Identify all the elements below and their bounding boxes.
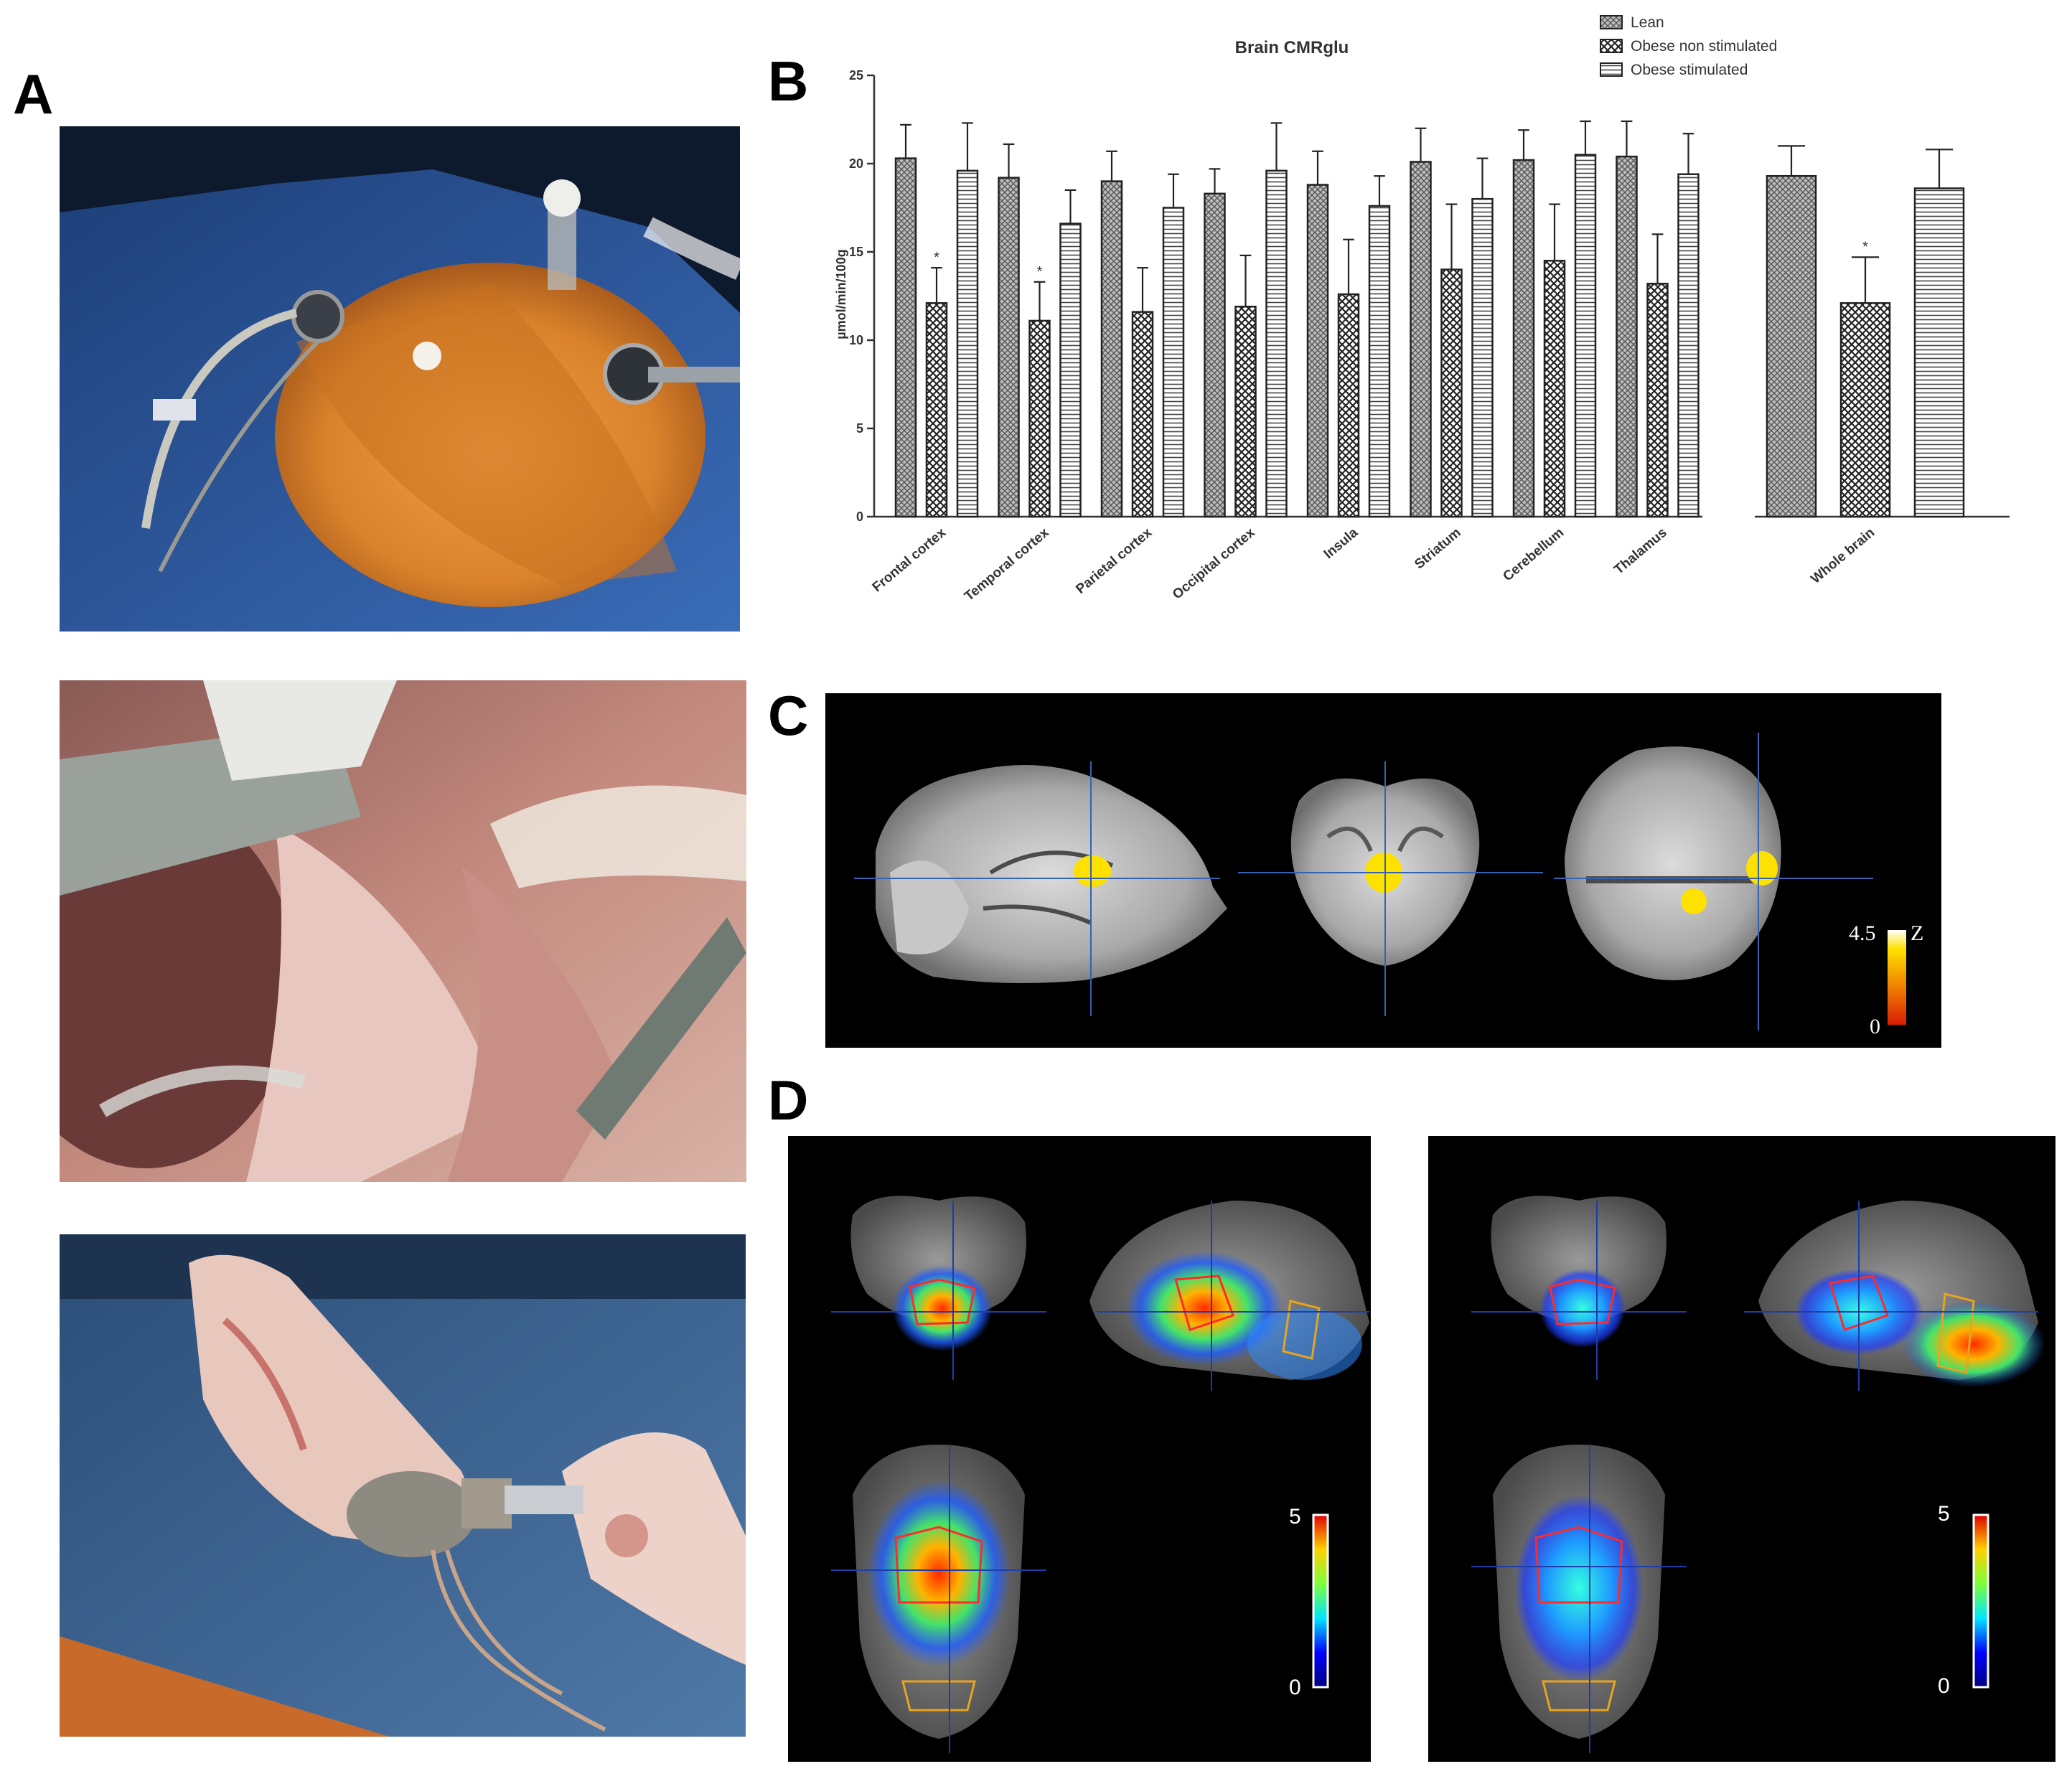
bar-obese-non-stimulated	[1543, 260, 1566, 518]
z-colorbar-max-label: 4.5	[1849, 921, 1876, 945]
bar-obese-non-stimulated	[1337, 293, 1360, 518]
panel-label-b: B	[768, 50, 809, 113]
significance-marker: *	[1037, 264, 1043, 280]
x-tick-label: Temporal cortex	[962, 525, 1052, 604]
bar-obese-stimulated	[1059, 222, 1082, 518]
legend-swatch	[1600, 39, 1623, 53]
x-axis-tick-labels: Frontal cortex Temporal cortex Parietal co…	[870, 525, 1878, 604]
chart-title: Brain CMRglu	[1235, 38, 1349, 57]
bar-lean	[998, 177, 1020, 518]
right-colorbar-min-label: 0	[1938, 1674, 1950, 1698]
significance-marker: *	[934, 250, 939, 266]
y-tick-label: 10	[849, 333, 863, 347]
right-colorbar-max-label: 5	[1938, 1502, 1950, 1526]
bar-obese-non-stimulated	[1234, 306, 1257, 518]
panel-label-d: D	[768, 1069, 809, 1132]
x-tick-label: Whole brain	[1808, 525, 1878, 587]
z-colorbar-min-label: 0	[1870, 1015, 1880, 1038]
x-tick-label: Striatum	[1412, 525, 1464, 573]
x-tick-label: Parietal cortex	[1073, 525, 1155, 597]
x-tick-label: Frontal cortex	[870, 525, 950, 595]
bar-obese-stimulated	[956, 169, 979, 518]
bar-obese-stimulated	[1368, 205, 1391, 518]
y-tick-label: 15	[849, 245, 863, 259]
panel-d-left-pet-overlay: 5 0	[788, 1136, 1371, 1762]
bar-obese-stimulated	[1265, 169, 1288, 518]
y-tick-label: 0	[856, 510, 863, 524]
bar-obese-stimulated	[1162, 207, 1185, 518]
panel-d-right-pet-overlay: 5 0	[1428, 1136, 2055, 1762]
bar-lean	[1616, 155, 1638, 518]
coronal-slice	[1238, 761, 1543, 1016]
chart-bars: * * *	[894, 120, 1965, 518]
chart-legend: Lean Obese non stimulated Obese stimulated	[1600, 14, 1777, 78]
bar-lean	[1204, 192, 1226, 518]
bar-obese-non-stimulated	[925, 302, 948, 518]
sagittal-slice	[854, 761, 1227, 1016]
bar-lean	[894, 157, 917, 518]
z-score-colorbar	[1888, 930, 1906, 1025]
suv-colorbar-right	[1972, 1513, 1989, 1689]
bar-obese-non-stimulated	[1440, 268, 1463, 518]
axial-slice	[1554, 733, 1873, 1031]
legend-label: Obese non stimulated	[1631, 38, 1777, 55]
y-tick-label: 20	[849, 156, 863, 171]
bar-lean	[1410, 161, 1432, 518]
bar-obese-stimulated	[1574, 154, 1597, 518]
legend-label: Lean	[1631, 14, 1664, 31]
x-tick-label: Thalamus	[1611, 525, 1669, 578]
bar-lean	[1512, 159, 1535, 518]
y-tick-label: 25	[849, 68, 863, 83]
bar-obese-non-stimulated	[1646, 283, 1669, 518]
bar-obese-stimulated	[1471, 197, 1494, 518]
legend-swatch	[1600, 15, 1623, 29]
bar-obese-stimulated	[1913, 187, 1965, 518]
legend-label: Obese stimulated	[1631, 62, 1748, 78]
surgery-photo-device-implant	[60, 1234, 746, 1737]
y-axis-label: µmol/min/100g	[834, 249, 848, 339]
x-tick-label: Cerebellum	[1500, 525, 1567, 585]
suv-colorbar-left	[1312, 1513, 1329, 1689]
legend-swatch	[1600, 62, 1623, 77]
panel-c-brain-activation: 4.5 Z 0	[825, 693, 1941, 1048]
cmrglu-bar-chart: Brain CMRglu µmol/min/100g Lean Obese non…	[834, 14, 2010, 604]
surgery-photo-abdominal-interior	[60, 680, 746, 1182]
x-tick-label: Occipital cortex	[1170, 525, 1258, 602]
bar-obese-non-stimulated	[1131, 311, 1154, 518]
left-colorbar-min-label: 0	[1289, 1676, 1301, 1699]
left-colorbar-max-label: 5	[1289, 1505, 1301, 1529]
x-tick-label: Insula	[1321, 525, 1361, 562]
panel-label-c: C	[768, 684, 809, 747]
significance-marker: *	[1862, 239, 1868, 255]
surgery-photo-laparoscopic-ports	[60, 126, 740, 632]
y-tick-label: 5	[856, 421, 863, 436]
z-colorbar-unit-label: Z	[1911, 921, 1924, 945]
bar-lean	[1306, 184, 1329, 518]
bar-obese-non-stimulated	[1839, 302, 1891, 518]
bar-lean	[1766, 174, 1817, 518]
bar-lean	[1100, 180, 1123, 518]
panel-label-a: A	[13, 62, 54, 126]
bar-obese-stimulated	[1677, 173, 1700, 518]
bar-obese-non-stimulated	[1028, 319, 1051, 518]
